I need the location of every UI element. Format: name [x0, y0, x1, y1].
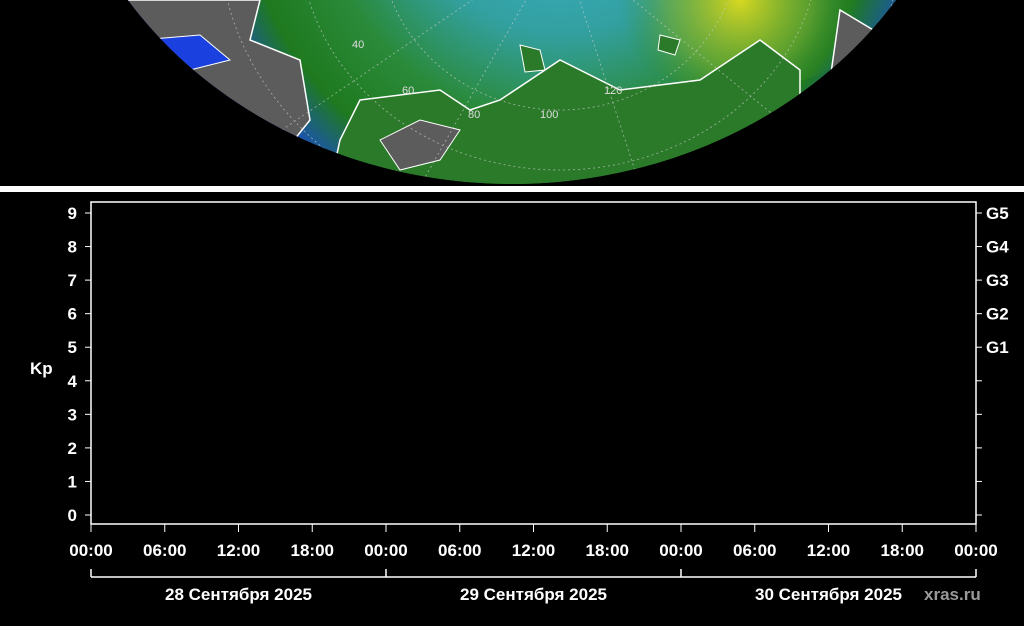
- x-tick-label: 18:00: [586, 541, 629, 560]
- day-label: 30 Сентября 2025: [755, 585, 902, 604]
- y-tick-label: 6: [68, 305, 77, 324]
- y-tick-label: 2: [68, 439, 77, 458]
- plot-frame: [90, 201, 977, 525]
- kp-chart: 0 1 2 3 4 5 6 7 8 9 Kp G1 G2 G3 G4 G5 00:00 06:00 12:00 18:…: [30, 201, 1009, 604]
- storm-level-label: G3: [986, 271, 1009, 290]
- y-axis-label: Kp: [30, 359, 53, 378]
- y-tick-label: 1: [68, 472, 77, 491]
- x-tick-label: 12:00: [807, 541, 850, 560]
- storm-level-label: G2: [986, 305, 1009, 324]
- y-tick-label: 7: [68, 271, 77, 290]
- x-tick-label: 00:00: [364, 541, 407, 560]
- storm-level-label: G1: [986, 338, 1009, 357]
- x-tick-label: 00:00: [954, 541, 997, 560]
- x-tick-label: 12:00: [512, 541, 555, 560]
- y-tick-label: 3: [68, 405, 77, 424]
- kp-chart-panel: 0 1 2 3 4 5 6 7 8 9 Kp G1 G2 G3 G4 G5 00:00 06:00 12:00 18:…: [0, 192, 1024, 621]
- x-tick-label: 18:00: [291, 541, 334, 560]
- y-tick-label: 4: [68, 372, 78, 391]
- y-tick-label: 5: [68, 338, 77, 357]
- lat-label: 60: [402, 85, 414, 97]
- x-tick-label: 18:00: [881, 541, 924, 560]
- aurora-map-svg: 40 60 80 100 120: [50, 0, 901, 184]
- lat-label: 80: [468, 109, 480, 121]
- x-tick-label: 00:00: [659, 541, 702, 560]
- y-tick-label: 8: [68, 238, 77, 257]
- storm-level-label: G5: [986, 204, 1009, 223]
- day-label: 28 Сентября 2025: [165, 585, 312, 604]
- storm-level-label: G4: [986, 238, 1009, 257]
- day-label: 29 Сентября 2025: [460, 585, 607, 604]
- x-tick-label: 06:00: [143, 541, 186, 560]
- x-tick-label: 06:00: [438, 541, 481, 560]
- aurora-map: 40 60 80 100 120: [0, 0, 1024, 186]
- x-tick-label: 00:00: [69, 541, 112, 560]
- watermark: xras.ru: [924, 585, 981, 604]
- lat-label: 40: [352, 39, 364, 51]
- y-tick-label: 0: [68, 506, 77, 525]
- landmass-east: [829, 8, 901, 121]
- x-tick-label: 12:00: [217, 541, 260, 560]
- lat-label: 120: [604, 85, 622, 97]
- x-tick-label: 06:00: [733, 541, 776, 560]
- panel-divider: [0, 186, 1024, 192]
- y-tick-label: 9: [68, 204, 77, 223]
- lat-label: 100: [540, 109, 558, 121]
